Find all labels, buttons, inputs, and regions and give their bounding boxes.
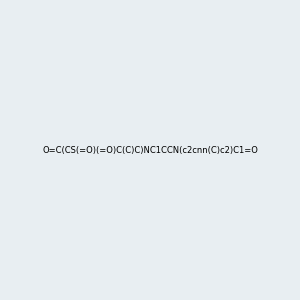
Text: O=C(CS(=O)(=O)C(C)C)NC1CCN(c2cnn(C)c2)C1=O: O=C(CS(=O)(=O)C(C)C)NC1CCN(c2cnn(C)c2)C1… [42, 146, 258, 154]
